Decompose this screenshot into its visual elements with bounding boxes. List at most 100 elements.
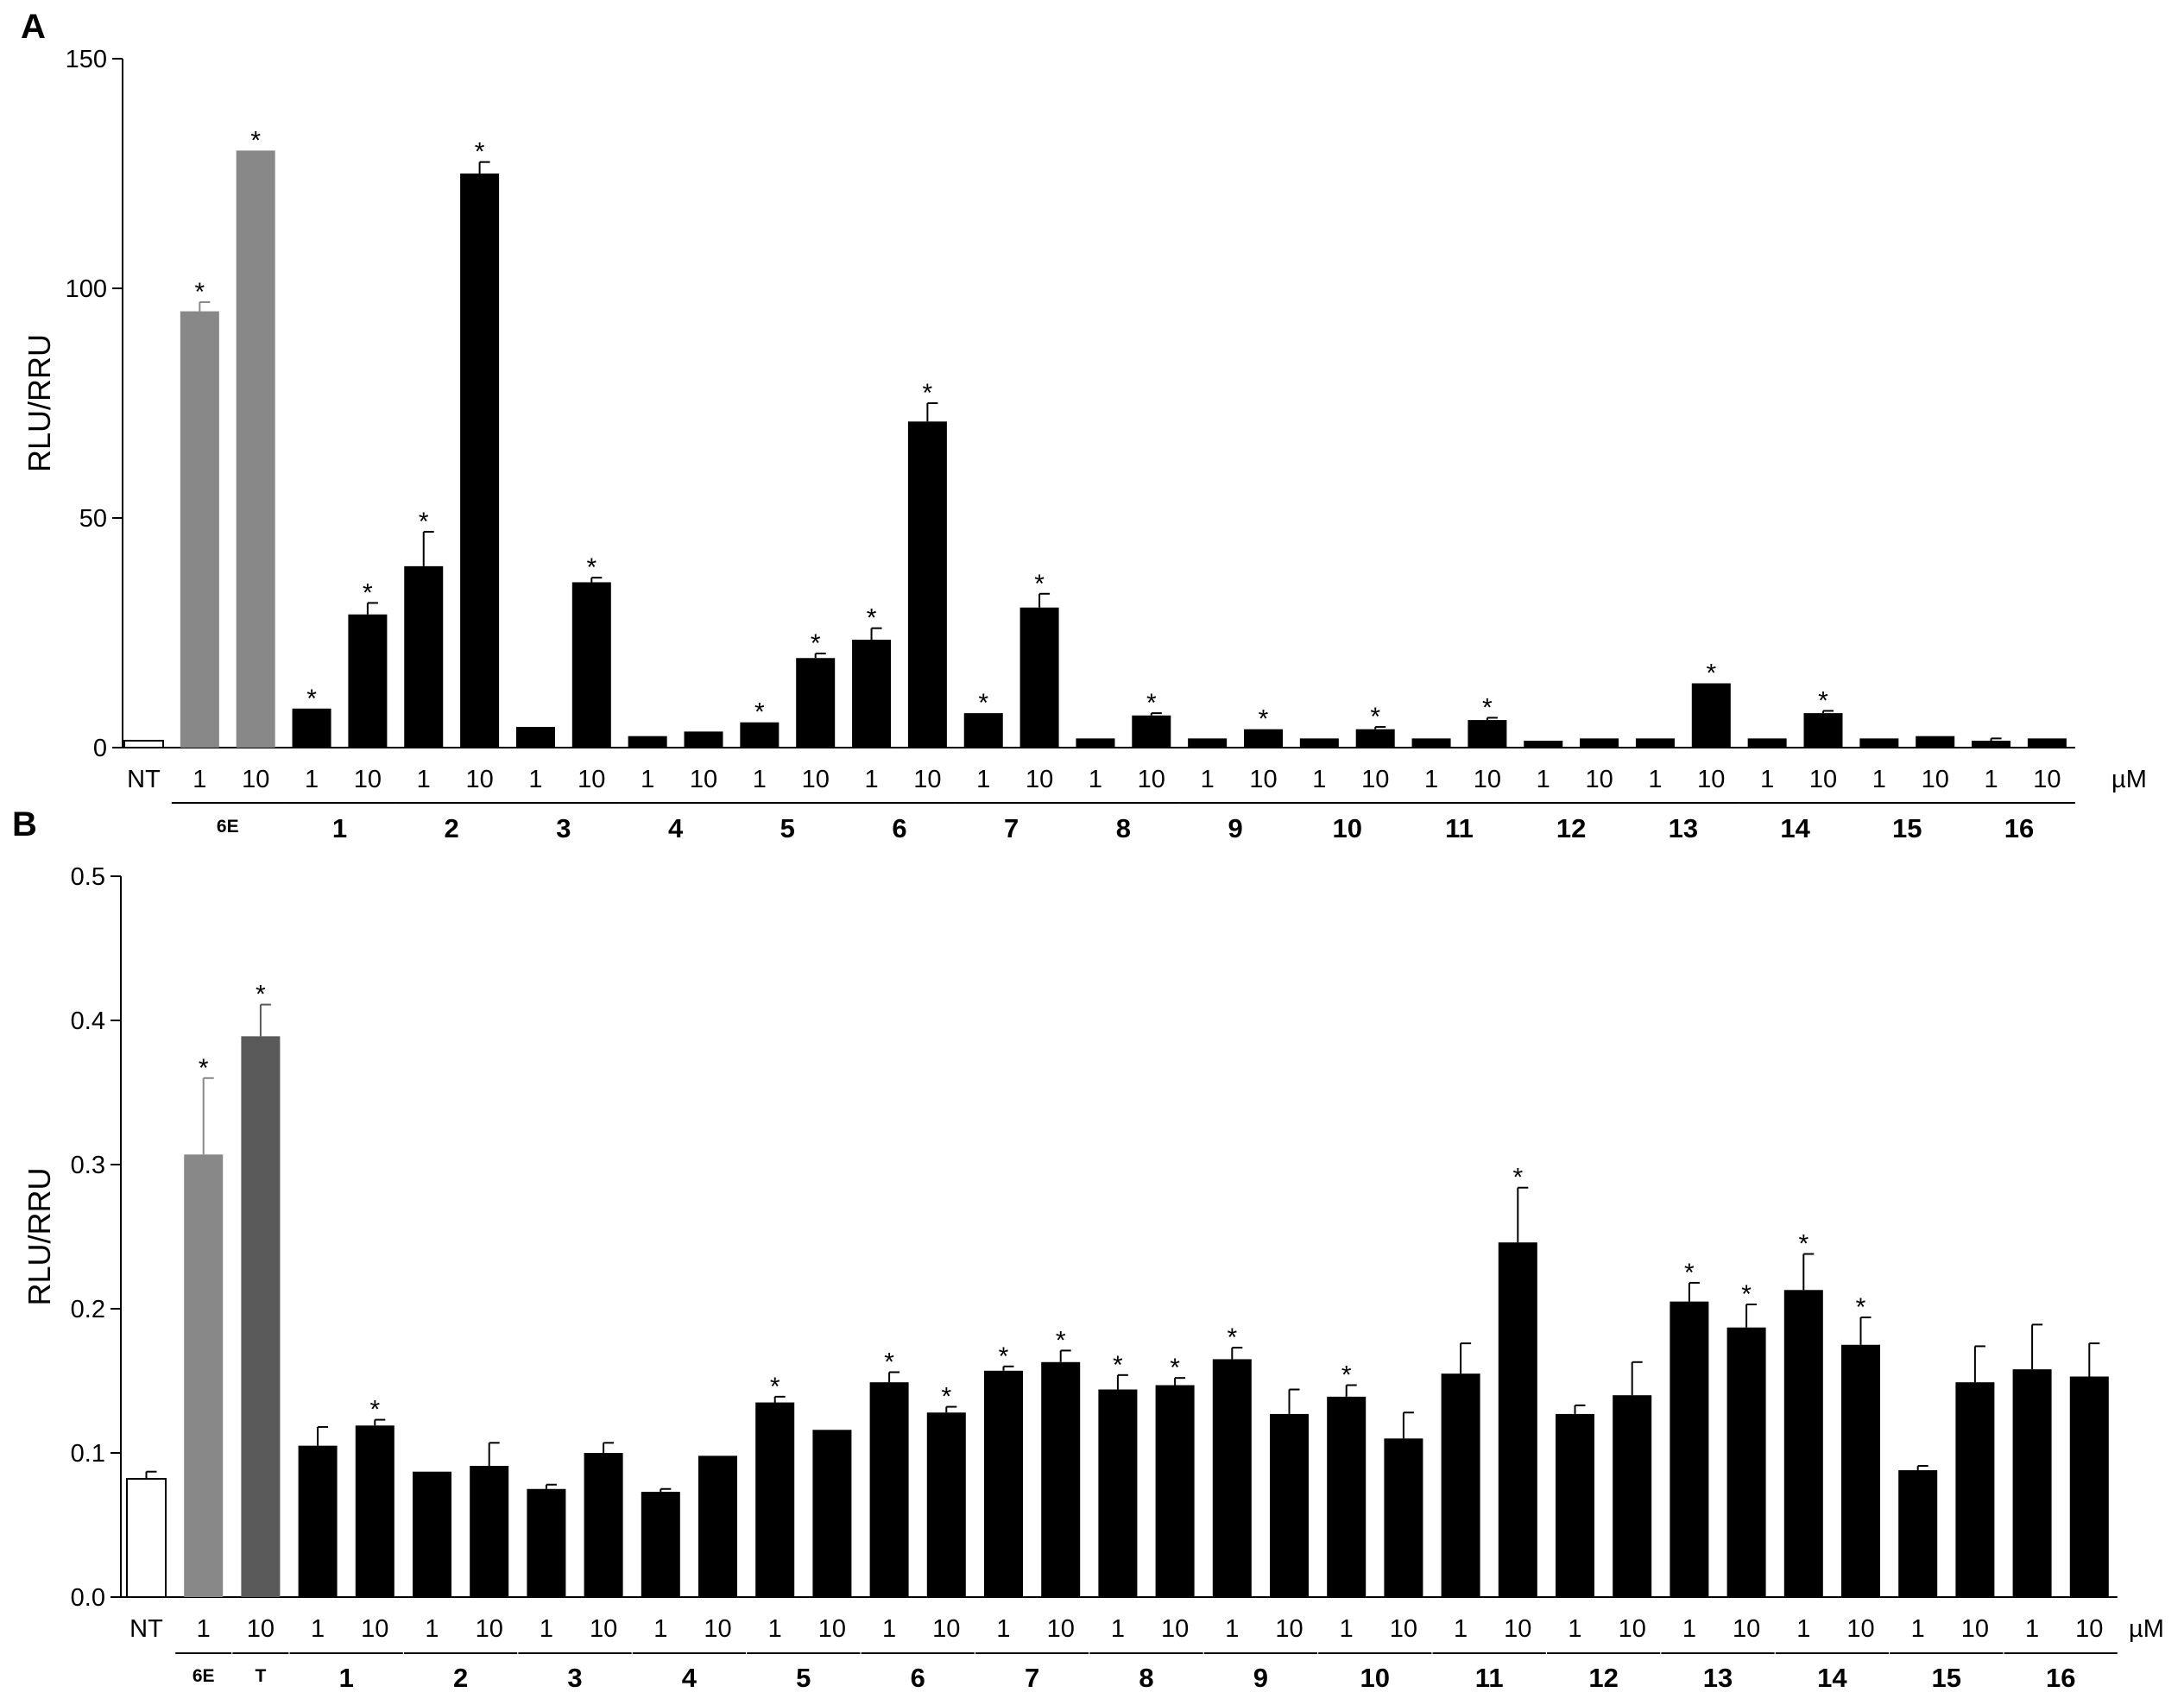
bar-11-10 [1498, 1242, 1537, 1597]
significance-star: * [754, 698, 765, 727]
bar-14-10 [1803, 713, 1843, 748]
x-tick-label: 10 [361, 1615, 388, 1643]
group-label: 10 [1360, 1663, 1390, 1693]
group-label: 15 [1932, 1663, 1961, 1693]
bar-6e-1 [184, 1154, 224, 1597]
bar-2-10 [460, 174, 500, 748]
y-tick-label: 0.5 [71, 863, 105, 891]
x-tick-label: 10 [1361, 766, 1389, 793]
significance-star: * [867, 604, 877, 633]
x-tick-label: 10 [932, 1615, 960, 1643]
y-tick-label: 100 [66, 275, 107, 303]
bar-16-10 [2027, 738, 2067, 748]
x-tick-label: 10 [818, 1615, 846, 1643]
x-tick-label: 1 [1682, 1615, 1696, 1643]
significance-star: * [199, 1054, 209, 1083]
x-tick-label: 1 [864, 766, 878, 793]
x-tick-label: 1 [1111, 1615, 1125, 1643]
bar-5-10 [796, 658, 836, 748]
bar-10-1 [1327, 1396, 1367, 1597]
panel-label: A [21, 8, 46, 46]
bar-8-10 [1132, 715, 1171, 748]
x-tick-label: 10 [1474, 766, 1501, 793]
bar-10-1 [1299, 738, 1339, 748]
bar-16-1 [1972, 741, 2011, 748]
bar-nt-nt [123, 740, 164, 749]
x-tick-label: 1 [768, 1615, 782, 1643]
x-tick-label: 1 [417, 766, 431, 793]
bar-11-1 [1411, 738, 1451, 748]
y-tick-label: 0.2 [71, 1296, 105, 1323]
group-label: 16 [2046, 1663, 2075, 1693]
bar-8-1 [1076, 738, 1115, 748]
panel-label: B [12, 805, 37, 843]
bar-1-1 [292, 708, 331, 748]
group-label: 1 [332, 813, 347, 843]
x-tick-label: 10 [1922, 766, 1949, 793]
x-tick-label: 10 [1161, 1615, 1189, 1643]
bar-14-1 [1747, 738, 1787, 748]
significance-star: * [1259, 705, 1269, 734]
bar-3-10 [571, 582, 611, 748]
significance-star: * [978, 689, 988, 717]
x-tick-label: 10 [1390, 1615, 1417, 1643]
x-tick-label: 10 [802, 766, 830, 793]
unit-label: µM [2111, 766, 2147, 793]
x-tick-label: 10 [2033, 766, 2061, 793]
x-tick-label: 10 [1846, 1615, 1874, 1643]
group-label: 4 [682, 1663, 697, 1693]
bar-8-10 [1155, 1385, 1195, 1597]
group-label: 3 [567, 1663, 582, 1693]
significance-star: * [306, 685, 317, 713]
significance-star: * [475, 138, 485, 167]
group-label: 13 [1703, 1663, 1733, 1693]
bar-13-1 [1670, 1301, 1709, 1597]
significance-star: * [1034, 570, 1045, 598]
significance-star: * [923, 379, 933, 407]
group-label: 16 [2004, 813, 2034, 843]
bar-13-10 [1726, 1327, 1766, 1597]
bar-2-1 [413, 1471, 451, 1597]
x-tick-label: 10 [1275, 1615, 1303, 1643]
bar-6-1 [869, 1382, 909, 1597]
bar-5-1 [740, 722, 780, 748]
significance-star: * [363, 578, 373, 607]
x-tick-label: 10 [1504, 1615, 1531, 1643]
x-tick-label: 10 [1697, 766, 1725, 793]
bar-nt-nt [126, 1478, 167, 1599]
group-label: 5 [796, 1663, 811, 1693]
group-label: 8 [1116, 813, 1131, 843]
x-tick-label: 10 [690, 766, 717, 793]
group-label: 2 [445, 813, 459, 843]
x-tick-label: 1 [753, 766, 767, 793]
bar-8-1 [1098, 1389, 1138, 1597]
bar-12-10 [1613, 1395, 1652, 1597]
significance-star: * [884, 1348, 894, 1376]
x-tick-label: 1 [1872, 766, 1886, 793]
significance-star: * [195, 278, 205, 306]
bar-12-1 [1556, 1413, 1594, 1597]
x-tick-label: 1 [882, 1615, 896, 1643]
bar-9-1 [1212, 1359, 1252, 1597]
x-tick-label: 10 [1733, 1615, 1760, 1643]
group-label: 11 [1475, 1663, 1504, 1693]
significance-star: * [369, 1396, 380, 1424]
bar-6-10 [907, 421, 947, 748]
y-tick-label: 0.1 [71, 1440, 105, 1468]
bar-5-1 [755, 1402, 795, 1597]
bar-4-1 [641, 1492, 680, 1597]
significance-star: * [770, 1373, 780, 1401]
bar-1-1 [298, 1445, 338, 1597]
group-label: 10 [1333, 813, 1362, 843]
bar-16-1 [2012, 1369, 2052, 1597]
y-tick-label: 0.0 [71, 1584, 105, 1612]
bar-12-10 [1580, 738, 1619, 748]
x-tick-label: 10 [1047, 1615, 1075, 1643]
group-label: 11 [1445, 813, 1474, 843]
bar-3-10 [584, 1453, 623, 1597]
y-tick-label: 0 [93, 735, 107, 762]
bar-15-10 [1955, 1382, 1995, 1597]
x-tick-label: 1 [305, 766, 319, 793]
significance-star: * [1341, 1361, 1352, 1390]
